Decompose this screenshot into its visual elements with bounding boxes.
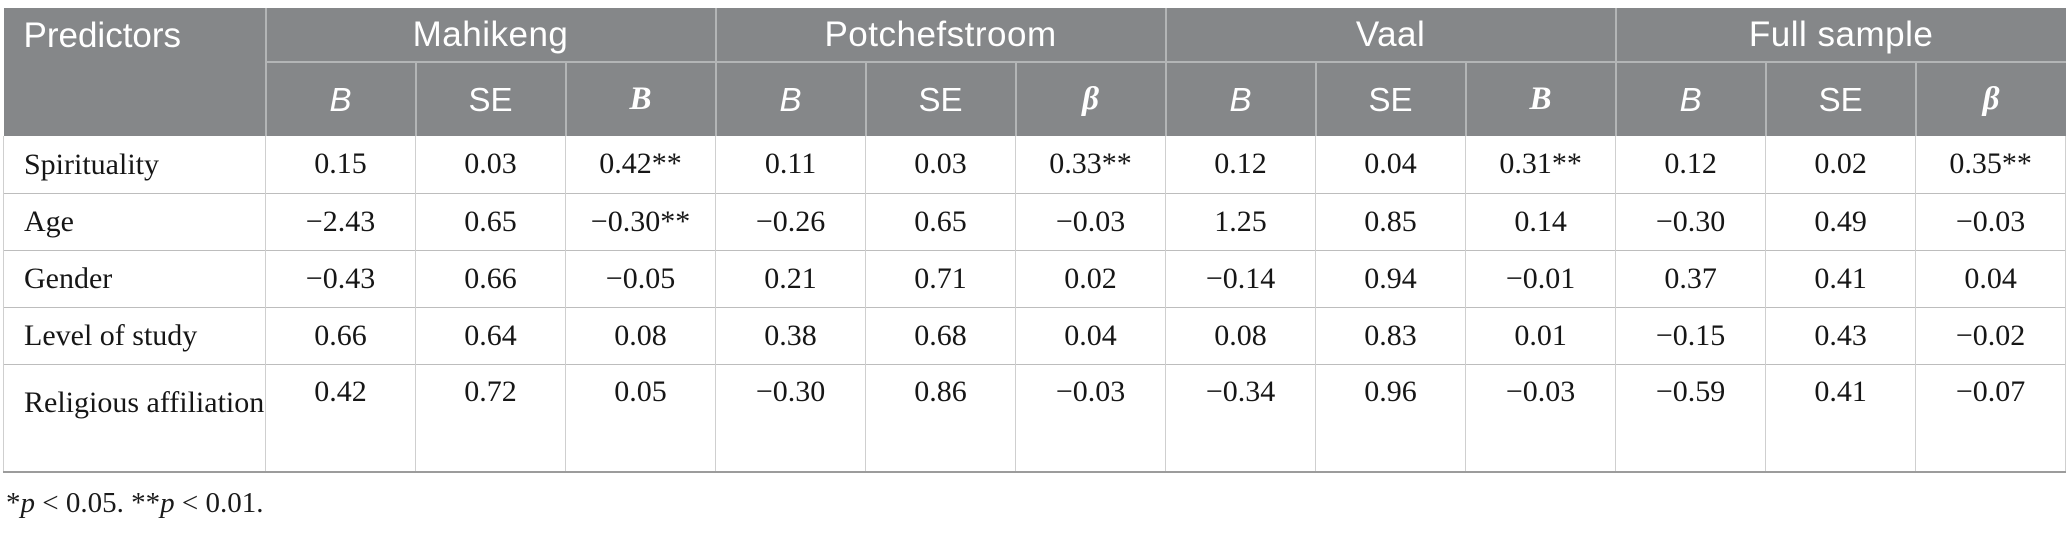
data-cell: 0.31** (1465, 136, 1617, 193)
data-cell: −0.07 (1915, 363, 2067, 473)
data-cell: −0.15 (1615, 306, 1767, 364)
data-cell: 0.12 (1165, 136, 1317, 193)
table-row-spirituality: Spirituality 0.15 0.03 0.42** 0.11 0.03 … (3, 136, 2067, 193)
data-cell: 0.02 (1765, 136, 1917, 193)
data-cell: 0.38 (715, 306, 867, 364)
footnote-p2: p (160, 487, 175, 519)
data-cell: −0.30 (1615, 192, 1767, 250)
subheader-mahikeng-b: B (264, 61, 416, 136)
data-cell: −0.59 (1615, 363, 1767, 473)
data-cell: 0.86 (865, 363, 1017, 473)
data-cell: 0.49 (1765, 192, 1917, 250)
data-cell: 0.37 (1615, 249, 1767, 307)
subheader-potch-se: SE (864, 61, 1016, 136)
row-label: Religious affiliation (3, 363, 266, 473)
data-cell: 0.11 (715, 136, 867, 193)
data-cell: −2.43 (265, 192, 416, 250)
data-cell: 0.08 (564, 306, 717, 364)
data-cell: −0.03 (1015, 192, 1167, 250)
data-cell: 0.85 (1315, 192, 1467, 250)
row-label: Age (3, 192, 266, 250)
data-cell: 0.08 (1165, 306, 1317, 364)
footnote-star1: * (6, 487, 21, 519)
row-label: Spirituality (3, 136, 266, 193)
data-cell: 0.05 (564, 363, 717, 473)
data-cell: 0.04 (1015, 306, 1167, 364)
data-cell: −0.43 (265, 249, 416, 307)
table-header: Predictors Mahikeng Potchefstroom Vaal F… (3, 8, 2066, 136)
data-cell: −0.01 (1465, 249, 1617, 307)
data-cell: 0.68 (865, 306, 1017, 364)
significance-footnote: *p < 0.05. **p < 0.01. (6, 487, 2065, 520)
data-cell: 0.04 (1915, 249, 2067, 307)
table-row-age: Age −2.43 0.65 −0.30** −0.26 0.65 −0.03 … (3, 192, 2067, 250)
group-header-mahikeng: Mahikeng (264, 8, 716, 62)
group-header-vaal: Vaal (1164, 8, 1616, 62)
page: Predictors Mahikeng Potchefstroom Vaal F… (3, 8, 2067, 520)
data-cell: 0.41 (1765, 249, 1917, 307)
data-cell: 0.65 (415, 192, 566, 250)
data-cell: −0.03 (1015, 363, 1167, 473)
subheader-vaal-beta: B (1464, 61, 1616, 136)
data-cell: −0.02 (1915, 306, 2067, 364)
subheader-vaal-b: B (1164, 61, 1316, 136)
data-cell: 0.15 (265, 136, 416, 193)
row-label: Level of study (3, 306, 266, 364)
data-cell: −0.03 (1465, 363, 1617, 473)
subheader-vaal-se: SE (1314, 61, 1466, 136)
data-cell: 0.01 (1465, 306, 1617, 364)
data-cell: 0.14 (1465, 192, 1617, 250)
data-cell: 0.71 (865, 249, 1017, 307)
data-cell: 0.35** (1915, 136, 2067, 193)
data-cell: −0.03 (1915, 192, 2067, 250)
data-cell: 0.64 (415, 306, 566, 364)
data-cell: 0.41 (1765, 363, 1917, 473)
regression-table: Predictors Mahikeng Potchefstroom Vaal F… (3, 8, 2067, 473)
subheader-full-b: B (1614, 61, 1766, 136)
data-cell: 0.72 (415, 363, 566, 473)
data-cell: 0.12 (1615, 136, 1767, 193)
table-row-religious-affiliation: Religious affiliation 0.42 0.72 0.05 −0.… (3, 363, 2067, 473)
column-header-predictors: Predictors (3, 8, 266, 136)
data-cell: −0.30** (564, 192, 717, 250)
data-cell: 1.25 (1165, 192, 1317, 250)
data-cell: 0.03 (865, 136, 1017, 193)
subheader-potch-beta: β (1014, 61, 1166, 136)
data-cell: 0.42 (265, 363, 416, 473)
table-row-level-of-study: Level of study 0.66 0.64 0.08 0.38 0.68 … (3, 306, 2067, 364)
footnote-p1: p (20, 487, 36, 519)
data-cell: 0.33** (1015, 136, 1167, 193)
data-cell: 0.42** (564, 136, 717, 193)
footnote-seg2: < 0.01. (174, 487, 264, 519)
data-cell: 0.21 (715, 249, 867, 307)
subheader-potch-b: B (714, 61, 866, 136)
table-body: Spirituality 0.15 0.03 0.42** 0.11 0.03 … (3, 136, 2067, 473)
data-cell: 0.04 (1315, 136, 1467, 193)
data-cell: 0.02 (1015, 249, 1167, 307)
data-cell: 0.66 (415, 249, 566, 307)
group-header-potchefstroom: Potchefstroom (714, 8, 1166, 62)
data-cell: 0.43 (1765, 306, 1917, 364)
subheader-mahikeng-se: SE (414, 61, 566, 136)
row-label: Gender (3, 249, 266, 307)
data-cell: −0.05 (564, 249, 717, 307)
subheader-full-se: SE (1764, 61, 1916, 136)
subheader-full-beta: β (1914, 61, 2066, 136)
data-cell: 0.94 (1315, 249, 1467, 307)
data-cell: −0.14 (1165, 249, 1317, 307)
data-cell: −0.34 (1165, 363, 1317, 473)
group-header-full-sample: Full sample (1614, 8, 2066, 62)
data-cell: 0.03 (415, 136, 566, 193)
footnote-seg1: < 0.05. (35, 487, 132, 519)
data-cell: 0.66 (265, 306, 416, 364)
data-cell: 0.65 (865, 192, 1017, 250)
footnote-star2: ** (131, 487, 161, 519)
data-cell: 0.96 (1315, 363, 1467, 473)
table-row-gender: Gender −0.43 0.66 −0.05 0.21 0.71 0.02 −… (3, 249, 2067, 307)
subheader-mahikeng-beta: B (564, 61, 716, 136)
data-cell: 0.83 (1315, 306, 1467, 364)
data-cell: −0.26 (715, 192, 867, 250)
data-cell: −0.30 (715, 363, 867, 473)
